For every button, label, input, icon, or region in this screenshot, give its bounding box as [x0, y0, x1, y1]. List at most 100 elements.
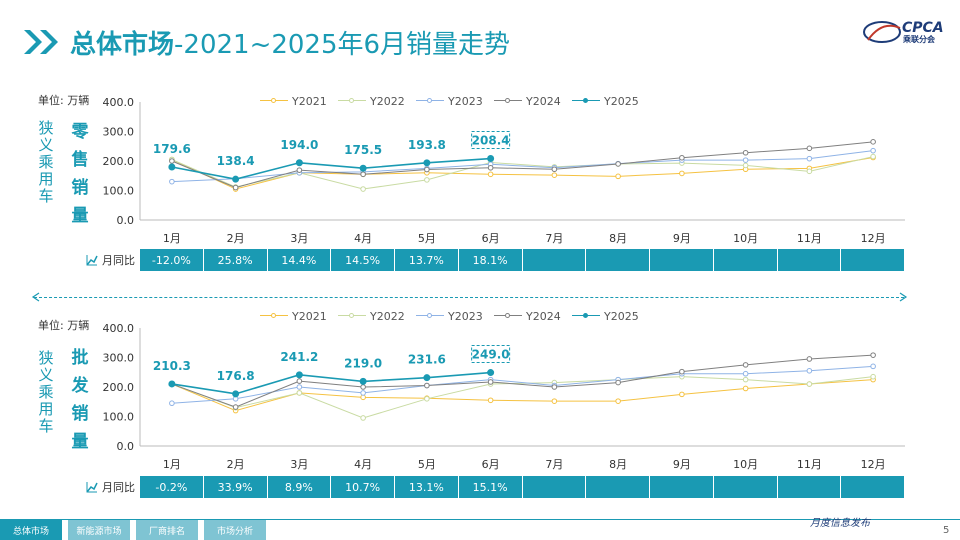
- yoy-cell: 25.8%: [203, 249, 267, 271]
- data-point-y2021: [551, 398, 558, 404]
- x-tick-label: 11月: [797, 458, 822, 471]
- legend-label: Y2022: [370, 309, 405, 323]
- data-point-y2024: [232, 184, 239, 191]
- x-tick-label: 7月: [545, 232, 563, 245]
- data-point-y2021: [679, 391, 685, 398]
- side-label-gray: 狭义乘用车: [38, 119, 54, 205]
- legend-label: Y2025: [604, 309, 639, 323]
- yoy-cell: 18.1%: [458, 249, 522, 271]
- x-tick-label: 12月: [861, 458, 886, 471]
- data-point-y2024: [870, 139, 876, 145]
- footer-tab[interactable]: 新能源市场: [68, 520, 130, 540]
- data-label: 176.8: [217, 369, 255, 383]
- legend-label: Y2022: [370, 94, 405, 108]
- data-point-y2024: [870, 352, 876, 358]
- page-number: 5: [943, 525, 950, 536]
- yoy-cell: 14.5%: [331, 249, 394, 271]
- data-point-y2025: [487, 369, 495, 377]
- yoy-cell: 8.9%: [267, 476, 331, 498]
- data-point-y2025: [359, 164, 367, 172]
- data-point-y2024: [169, 158, 175, 164]
- legend-label: Y2025: [604, 94, 639, 108]
- yoy-cell: [841, 476, 904, 498]
- brand-name: 乘联分会: [903, 35, 935, 44]
- yoy-cell: [713, 476, 777, 498]
- data-point-y2022: [806, 381, 813, 387]
- legend-item: Y2021: [260, 309, 327, 323]
- footer-line: [0, 519, 960, 520]
- yoy-cell: -12.0%: [140, 249, 203, 271]
- series-line-y2024: [171, 141, 874, 189]
- series-line-y2023: [171, 150, 874, 183]
- cpca-logo: CPCA: [860, 14, 950, 54]
- data-label: 179.6: [153, 142, 191, 156]
- y-tick-label: 100.0: [103, 185, 135, 198]
- data-point-y2022: [424, 396, 430, 402]
- retail-line-chart: 0.0 100.0 200.0 300.0 400.0 1月 2月 3月 4月 5月 6月 7月 8月 9…: [103, 96, 905, 245]
- x-tick-label: 7月: [545, 458, 563, 471]
- yoy-cell: [650, 249, 713, 271]
- yoy-cell: [841, 249, 904, 271]
- data-point-y2022: [870, 153, 876, 160]
- side-label-bold: 零售销量: [71, 122, 89, 226]
- unit-label: 单位: 万辆: [38, 319, 90, 332]
- highlight-box: [471, 345, 511, 364]
- yoy-cell: [586, 249, 649, 271]
- footer-tab[interactable]: 市场分析: [204, 520, 266, 540]
- unit-label: 单位: 万辆: [38, 94, 90, 107]
- series-line-y2024: [171, 354, 874, 408]
- data-point-y2024: [424, 166, 430, 173]
- arrow-right-icon: [899, 292, 908, 302]
- legend-label: Y2023: [448, 309, 483, 323]
- data-label: 241.2: [280, 350, 318, 364]
- data-point-y2021: [551, 172, 558, 178]
- data-point-y2025: [232, 175, 240, 183]
- data-point-y2024: [232, 404, 239, 410]
- series-line-y2022: [171, 156, 874, 190]
- data-point-y2023: [169, 400, 175, 407]
- data-point-y2023: [742, 370, 749, 377]
- x-tick-label: 8月: [609, 232, 627, 245]
- yoy-cell: 10.7%: [331, 476, 394, 498]
- wholesale-line-chart: 0.0 100.0 200.0 300.0 400.0 1月 2月 3月 4月 5月 6月 7月 8月 9…: [103, 322, 905, 471]
- data-label: 210.3: [153, 359, 191, 373]
- x-tick-label: 3月: [290, 458, 308, 471]
- data-point-y2021: [679, 170, 685, 177]
- data-point-y2024: [360, 171, 366, 178]
- logo-text: CPCA: [902, 20, 944, 36]
- yoy-cell: [586, 476, 649, 498]
- legend-item: Y2024: [494, 94, 561, 108]
- data-point-y2024: [742, 149, 749, 156]
- legend-item: Y2023: [416, 94, 483, 108]
- y-tick-label: 0.0: [117, 440, 135, 453]
- x-tick-label: 5月: [418, 232, 436, 245]
- series-line-y2025: [171, 371, 491, 395]
- data-point-y2022: [360, 186, 366, 192]
- data-point-y2025: [168, 163, 176, 171]
- x-tick-label: 9月: [673, 232, 691, 245]
- yoy-cell: 13.1%: [395, 476, 458, 498]
- data-point-y2024: [551, 384, 558, 390]
- chevron-right-icon: [24, 30, 58, 54]
- legend-item: Y2023: [416, 309, 483, 323]
- data-label: 231.6: [408, 353, 446, 367]
- data-point-y2022: [806, 168, 813, 175]
- data-point-y2024: [424, 382, 430, 389]
- series-line-y2025: [171, 157, 491, 180]
- series-line-y2021: [171, 156, 874, 190]
- side-label-bold: 批发销量: [71, 348, 89, 452]
- data-point-y2024: [615, 161, 621, 167]
- data-point-y2023: [870, 147, 876, 154]
- data-point-y2021: [360, 394, 366, 401]
- data-point-y2025: [232, 390, 240, 398]
- footer-tab[interactable]: 总体市场: [0, 520, 62, 540]
- legend-item: Y2022: [338, 94, 405, 108]
- data-point-y2024: [487, 379, 494, 385]
- yoy-cell: [777, 476, 841, 498]
- data-point-y2023: [742, 157, 749, 163]
- data-point-y2021: [487, 397, 494, 404]
- data-point-y2024: [742, 362, 749, 368]
- highlight-box: [471, 131, 511, 150]
- footer-tab[interactable]: 厂商排名: [136, 520, 198, 540]
- legend-label: Y2023: [448, 94, 483, 108]
